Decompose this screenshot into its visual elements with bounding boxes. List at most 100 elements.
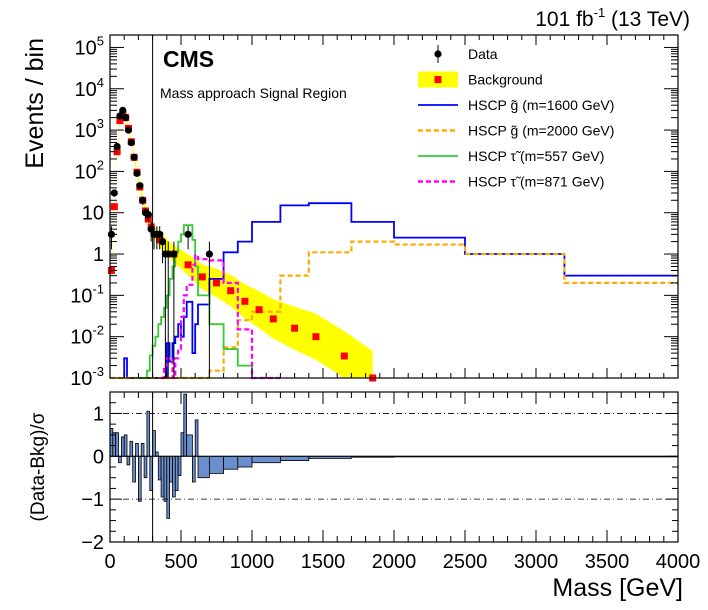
background-marker xyxy=(255,306,263,314)
data-point xyxy=(205,250,213,258)
y-tick-label: −1 xyxy=(81,489,104,511)
ratio-bar xyxy=(237,455,253,468)
signal-line-4 xyxy=(161,253,281,380)
y-tick-label: 0 xyxy=(93,446,104,468)
y-tick-label: 10-2 xyxy=(70,323,104,349)
legend-label: Data xyxy=(468,46,498,62)
background-marker xyxy=(213,279,220,287)
ratio-bar xyxy=(157,455,162,481)
y-tick-label: 1 xyxy=(93,244,104,266)
background-marker xyxy=(291,324,299,332)
x-tick-label: 0 xyxy=(104,551,115,573)
region-label: Mass approach Signal Region xyxy=(160,85,347,101)
ratio-bar xyxy=(180,432,185,457)
ratio-bar xyxy=(186,434,193,457)
background-marker xyxy=(340,352,348,360)
y-tick-label: 10 xyxy=(82,203,104,225)
legend-label: HSCP g̃ (m=1600 GeV) xyxy=(468,97,614,113)
legend-label: HSCP τ̃ (m=871 GeV) xyxy=(468,174,604,190)
data-point xyxy=(113,142,121,151)
ratio-bar xyxy=(154,451,159,457)
background-marker xyxy=(116,117,124,125)
y-tick-label: −2 xyxy=(81,532,104,554)
background-marker xyxy=(113,148,121,156)
background-marker xyxy=(312,333,320,341)
ratio-bar xyxy=(146,410,151,457)
ratio-bar xyxy=(132,455,136,483)
ratio-bar xyxy=(123,434,128,457)
x-tick-label: 500 xyxy=(164,551,197,573)
data-point xyxy=(119,106,127,114)
ratio-bar xyxy=(166,455,171,519)
background-marker xyxy=(227,287,235,295)
signal-line-2 xyxy=(110,240,678,380)
legend-swatch xyxy=(434,50,442,58)
ratio-bar xyxy=(183,393,188,457)
y-tick-label: 104 xyxy=(75,75,104,101)
ratio-bar xyxy=(197,455,210,479)
cms-label: CMS xyxy=(163,46,214,72)
x-tick-label: 2000 xyxy=(372,551,417,573)
ratio-bar xyxy=(279,455,310,461)
y-tick-label: 10-3 xyxy=(70,364,104,390)
ratio-bar xyxy=(172,455,176,498)
legend-label: Background xyxy=(468,72,543,88)
y-tick-label: 103 xyxy=(75,116,104,142)
y-tick-label: 102 xyxy=(75,157,104,183)
x-tick-label: 1500 xyxy=(301,551,346,573)
data-point xyxy=(144,211,152,219)
data-points xyxy=(107,106,213,378)
ratio-panel: −2−101 0 500 1000 1500 2000 2500 3000 3500 4000 … xyxy=(28,391,700,602)
x-axis-label: Mass [GeV] xyxy=(552,574,683,602)
data-point xyxy=(164,250,172,258)
background-marker xyxy=(198,273,206,281)
data-point xyxy=(122,114,130,122)
bottom-y-axis: −2 −1 0 1 xyxy=(81,391,678,554)
signal-histograms xyxy=(110,202,678,380)
data-point xyxy=(124,126,133,134)
ratio-bar xyxy=(208,455,224,474)
ratio-bar xyxy=(121,436,125,457)
lumi-label: 101 fb-1 (13 TeV) xyxy=(535,5,690,31)
x-tick-label: 3000 xyxy=(514,551,559,573)
data-point xyxy=(116,112,124,120)
bottom-y-axis-label: (Data-Bkg)/σ xyxy=(28,412,49,521)
legend-label: HSCP g̃ (m=2000 GeV) xyxy=(468,123,614,139)
main-histogram-panel: 10-3 10-2 10-1 1 10 102 103 104 105 CMS Mass app… xyxy=(21,33,679,390)
ratio-bar xyxy=(251,455,281,464)
top-y-axis: 10-3 10-2 10-1 1 10 102 103 104 105 xyxy=(70,33,678,390)
data-point xyxy=(133,169,141,177)
ratio-bar xyxy=(194,419,199,457)
background-marker xyxy=(110,203,118,211)
ratio-bar xyxy=(143,455,148,479)
data-point xyxy=(127,138,135,147)
data-point xyxy=(170,250,178,258)
bottom-x-axis: 0 500 1000 1500 2000 2500 3000 3500 4000 xyxy=(104,392,700,573)
data-point xyxy=(184,230,192,238)
ratio-bar xyxy=(177,455,182,476)
x-tick-label: 4000 xyxy=(656,551,701,573)
ratio-bar xyxy=(174,455,179,491)
ratio-bar xyxy=(140,442,145,457)
y-tick-label: 105 xyxy=(75,33,104,59)
ratio-bar xyxy=(135,442,139,457)
top-y-axis-label: Events / bin xyxy=(21,38,49,169)
top-x-ticks xyxy=(109,35,679,378)
ratio-bar xyxy=(169,455,173,483)
ratio-bar xyxy=(191,455,196,483)
legend-label: HSCP τ̃ (m=557 GeV) xyxy=(468,148,604,164)
legend-swatch xyxy=(434,76,442,83)
background-band xyxy=(111,112,373,379)
data-point xyxy=(130,153,138,161)
x-tick-label: 2500 xyxy=(443,551,488,573)
ratio-bar xyxy=(126,455,131,466)
legend: Data Background HSCP g̃ (m=1600 GeV) HSCP g… xyxy=(418,45,614,190)
x-tick-label: 3500 xyxy=(585,551,630,573)
ratio-bars xyxy=(109,393,679,519)
ratio-bar xyxy=(115,432,119,457)
ratio-bar xyxy=(118,455,122,464)
data-point xyxy=(158,238,167,246)
ratio-bar xyxy=(223,455,239,470)
y-tick-label: 1 xyxy=(93,403,104,425)
